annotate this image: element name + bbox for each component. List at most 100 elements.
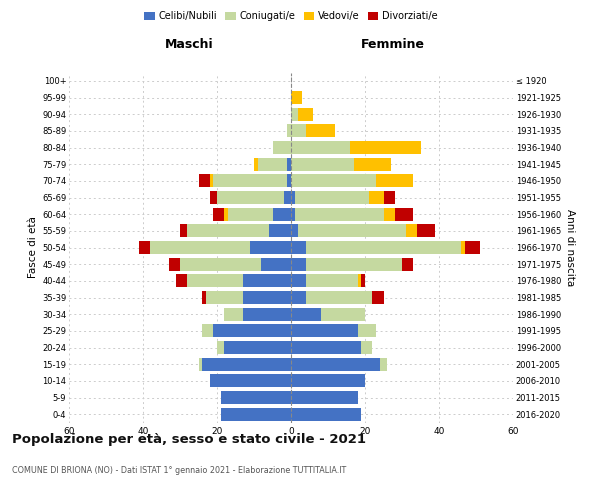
Bar: [291, 324, 358, 338]
Bar: [291, 158, 391, 170]
Bar: [243, 291, 291, 304]
Bar: [291, 224, 298, 237]
Bar: [291, 374, 365, 388]
Bar: [291, 258, 402, 270]
Bar: [287, 174, 291, 188]
Bar: [214, 208, 291, 220]
Bar: [291, 241, 480, 254]
Bar: [291, 158, 354, 170]
Bar: [291, 274, 365, 287]
Bar: [291, 308, 365, 320]
Bar: [291, 341, 373, 354]
Bar: [291, 208, 395, 220]
Bar: [291, 391, 358, 404]
Bar: [291, 291, 383, 304]
Bar: [221, 408, 291, 420]
Bar: [291, 358, 387, 370]
Bar: [228, 208, 291, 220]
Bar: [217, 341, 291, 354]
Bar: [180, 258, 291, 270]
Bar: [291, 208, 295, 220]
Bar: [287, 158, 291, 170]
Bar: [291, 141, 350, 154]
Bar: [291, 391, 358, 404]
Bar: [291, 258, 306, 270]
Bar: [199, 358, 291, 370]
Bar: [187, 274, 291, 287]
Bar: [180, 224, 291, 237]
Bar: [202, 324, 291, 338]
Bar: [206, 291, 291, 304]
Bar: [291, 174, 376, 188]
Text: Popolazione per età, sesso e stato civile - 2021: Popolazione per età, sesso e stato civil…: [12, 432, 366, 446]
Bar: [284, 191, 291, 204]
Bar: [202, 324, 291, 338]
Bar: [291, 341, 361, 354]
Bar: [291, 91, 302, 104]
Bar: [291, 324, 376, 338]
Bar: [291, 308, 365, 320]
Y-axis label: Fasce di età: Fasce di età: [28, 216, 38, 278]
Bar: [254, 158, 291, 170]
Bar: [217, 191, 291, 204]
Bar: [291, 141, 421, 154]
Bar: [169, 258, 291, 270]
Bar: [272, 208, 291, 220]
Text: COMUNE DI BRIONA (NO) - Dati ISTAT 1° gennaio 2021 - Elaborazione TUTTITALIA.IT: COMUNE DI BRIONA (NO) - Dati ISTAT 1° ge…: [12, 466, 346, 475]
Bar: [272, 141, 291, 154]
Bar: [291, 391, 358, 404]
Bar: [291, 274, 361, 287]
Bar: [291, 358, 387, 370]
Bar: [272, 141, 291, 154]
Text: Maschi: Maschi: [164, 38, 213, 52]
Bar: [217, 341, 291, 354]
Bar: [206, 291, 291, 304]
Bar: [287, 124, 291, 138]
Bar: [291, 374, 365, 388]
Bar: [221, 391, 291, 404]
Bar: [291, 324, 376, 338]
Text: Femmine: Femmine: [361, 38, 425, 52]
Bar: [291, 408, 361, 420]
Bar: [287, 124, 291, 138]
Bar: [291, 174, 413, 188]
Bar: [199, 358, 291, 370]
Bar: [291, 241, 306, 254]
Bar: [291, 224, 417, 237]
Bar: [221, 408, 291, 420]
Y-axis label: Anni di nascita: Anni di nascita: [565, 209, 575, 286]
Bar: [209, 191, 291, 204]
Bar: [291, 291, 373, 304]
Bar: [199, 358, 291, 370]
Bar: [291, 358, 380, 370]
Bar: [287, 124, 291, 138]
Bar: [254, 158, 291, 170]
Bar: [199, 174, 291, 188]
Bar: [291, 291, 373, 304]
Bar: [180, 258, 291, 270]
Bar: [291, 174, 413, 188]
Bar: [291, 224, 406, 237]
Bar: [291, 124, 335, 138]
Bar: [221, 391, 291, 404]
Bar: [291, 341, 373, 354]
Bar: [291, 374, 365, 388]
Bar: [291, 241, 461, 254]
Bar: [217, 191, 291, 204]
Bar: [224, 308, 291, 320]
Bar: [209, 374, 291, 388]
Bar: [243, 274, 291, 287]
Bar: [187, 224, 291, 237]
Legend: Celibi/Nubili, Coniugati/e, Vedovi/e, Divorziati/e: Celibi/Nubili, Coniugati/e, Vedovi/e, Di…: [140, 8, 442, 25]
Bar: [291, 341, 373, 354]
Bar: [291, 274, 306, 287]
Bar: [291, 408, 361, 420]
Bar: [291, 108, 313, 120]
Bar: [291, 191, 395, 204]
Bar: [214, 324, 291, 338]
Bar: [291, 374, 365, 388]
Bar: [291, 191, 295, 204]
Bar: [291, 308, 320, 320]
Bar: [221, 391, 291, 404]
Bar: [224, 341, 291, 354]
